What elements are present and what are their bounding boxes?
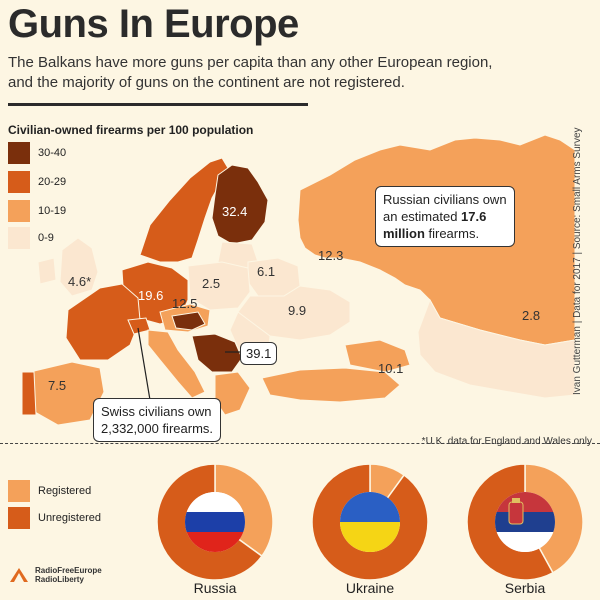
callout-serbia-value: 39.1 — [246, 346, 272, 361]
slice-registered-russia — [214, 463, 274, 558]
legend-label: 30-40 — [38, 147, 67, 159]
region-kazakhstan — [417, 298, 576, 399]
donut-ukraine — [311, 463, 429, 581]
donut-russia — [156, 463, 274, 581]
legend-label: 0-9 — [38, 232, 54, 244]
donut-label-serbia: Serbia — [504, 580, 546, 596]
region-poland — [187, 261, 251, 311]
value-portugal: 7.5 — [48, 378, 67, 393]
donut-label-ukraine: Ukraine — [345, 580, 395, 596]
callout-russia-unit: million — [383, 226, 425, 241]
legend-swatch — [8, 200, 30, 222]
legend-swatch — [8, 480, 30, 502]
callout-swiss: Swiss civilians own 2,332,000 firearms. — [93, 398, 222, 442]
callout-swiss-line2: 2,332,000 firearms. — [101, 421, 214, 436]
legend-swatch — [8, 507, 30, 529]
legend-item-20-29: 20-29 — [8, 171, 66, 193]
value-russia: 12.3 — [318, 248, 344, 263]
section-divider — [0, 443, 600, 444]
page-title: Guns In Europe — [8, 2, 299, 46]
callout-russia-line3: million firearms. — [383, 225, 507, 242]
callout-serbia: 39.1 — [240, 342, 278, 365]
region-uk — [59, 237, 99, 297]
legend-item-30-40: 30-40 — [8, 142, 66, 164]
source-credit: Ivan Gutterman | Data for 2017 | Source:… — [572, 127, 583, 395]
region-caucasus — [344, 339, 411, 373]
legend-item-0-9: 0-9 — [8, 227, 54, 249]
callout-russia-amount: 17.6 — [461, 209, 487, 224]
rferl-logo-text: RadioFreeEurope RadioLiberty — [35, 566, 102, 584]
region-hungary — [171, 311, 206, 331]
region-portugal — [21, 371, 37, 416]
legend-label: Unregistered — [38, 512, 101, 524]
value-belarus: 6.1 — [257, 264, 276, 279]
legend-label: Registered — [38, 485, 92, 497]
value-germany: 19.6 — [138, 288, 164, 303]
legend-registered: Registered — [8, 480, 91, 502]
region-turkey — [261, 367, 401, 403]
title-divider — [8, 103, 308, 106]
callout-russia-line2: an estimated 17.6 — [383, 208, 507, 225]
europe-map — [21, 134, 576, 426]
region-balkans — [191, 333, 243, 373]
value-austria: 12.5 — [172, 296, 198, 311]
value-kazakhstan: 2.8 — [522, 308, 541, 323]
callout-russia-suffix: firearms. — [424, 226, 480, 241]
region-italy — [147, 329, 206, 399]
region-finland — [211, 164, 269, 245]
legend-label: 10-19 — [38, 205, 67, 217]
flag-ukraine-icon — [340, 492, 400, 552]
value-finland: 32.4 — [222, 204, 248, 219]
value-poland: 2.5 — [202, 276, 221, 291]
callout-russia-text: an estimated — [383, 209, 462, 224]
legend-item-10-19: 10-19 — [8, 200, 66, 222]
flag-serbia-icon — [495, 492, 555, 552]
rferl-logo: RadioFreeEurope RadioLiberty — [6, 562, 102, 588]
region-ireland — [37, 257, 57, 285]
logo-line-1: RadioFreeEurope — [35, 566, 102, 575]
rferl-logo-icon — [10, 568, 28, 582]
legend-unregistered: Unregistered — [8, 507, 101, 529]
logo-line-2: RadioLiberty — [35, 575, 84, 584]
legend-swatch — [8, 171, 30, 193]
callout-russia: Russian civilians own an estimated 17.6 … — [375, 186, 515, 247]
flag-russia-icon — [185, 492, 245, 552]
value-ukraine: 9.9 — [288, 303, 307, 318]
legend-title: Civilian-owned firearms per 100 populati… — [8, 123, 254, 137]
swiss-pointer — [137, 327, 151, 401]
subtitle-line-2: and the majority of guns on the continen… — [8, 74, 405, 91]
callout-russia-line1: Russian civilians own — [383, 192, 507, 207]
value-uk: 4.6* — [68, 274, 92, 289]
value-turkey: 10.1 — [378, 361, 404, 376]
footnote: *U.K. data for England and Wales only. — [421, 436, 594, 447]
callout-swiss-line1: Swiss civilians own — [101, 404, 212, 419]
donut-label-russia: Russia — [193, 580, 237, 596]
legend-label: 20-29 — [38, 176, 67, 188]
legend-swatch — [8, 142, 30, 164]
legend-swatch — [8, 227, 30, 249]
subtitle-line-1: The Balkans have more guns per capita th… — [8, 54, 493, 71]
donut-serbia — [466, 463, 584, 581]
